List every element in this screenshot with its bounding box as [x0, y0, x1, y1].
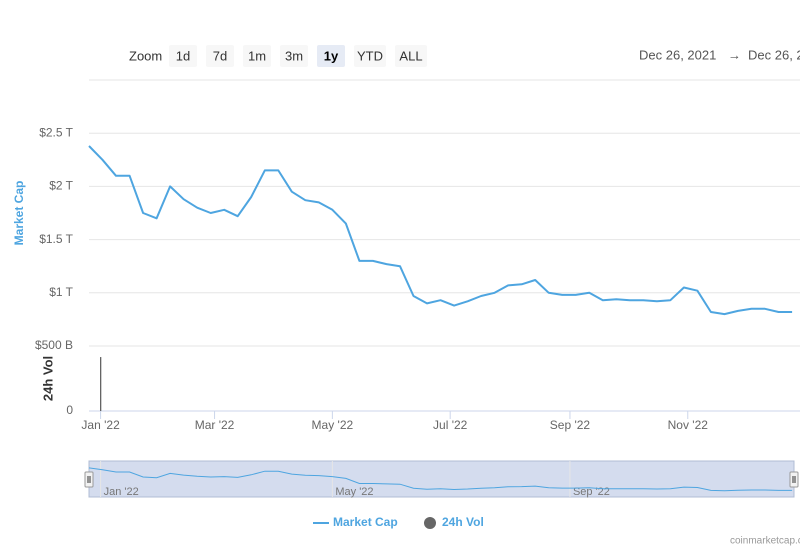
- zoom-button[interactable]: [169, 45, 197, 67]
- legend-symbol[interactable]: [424, 517, 436, 529]
- range-arrow: →: [728, 47, 741, 62]
- navigator-handle[interactable]: [789, 471, 799, 488]
- zoom-label: Zoom: [129, 48, 162, 63]
- zoom-button-label[interactable]: 7d: [213, 48, 227, 63]
- zoom-button[interactable]: [395, 45, 427, 67]
- x-tick-label: Sep '22: [550, 418, 591, 432]
- x-tick-label: Nov '22: [668, 418, 709, 432]
- zoom-button-label[interactable]: ALL: [399, 48, 422, 63]
- zoom-button[interactable]: [280, 45, 308, 67]
- x-tick-label: Jan '22: [81, 418, 120, 432]
- y-axis-title: 24h Vol: [40, 356, 55, 401]
- navigator-handle[interactable]: [84, 471, 94, 488]
- y-tick-label: $2.5 T: [39, 125, 73, 139]
- volume-bar: [100, 357, 102, 411]
- x-tick-label: Jul '22: [433, 418, 468, 432]
- market-cap-line: [88, 145, 793, 316]
- zoom-button-label[interactable]: 1y: [324, 48, 339, 63]
- zoom-button[interactable]: [243, 45, 271, 67]
- y-tick-label: $2 T: [49, 179, 73, 193]
- navigator-line: [88, 467, 793, 492]
- legend-label[interactable]: 24h Vol: [442, 515, 484, 529]
- zoom-button[interactable]: [206, 45, 234, 67]
- y-tick-label: $1 T: [49, 285, 73, 299]
- x-tick-label: Mar '22: [195, 418, 235, 432]
- navigator-label: Jan '22: [104, 486, 139, 498]
- y-tick-label: $1.5 T: [39, 232, 73, 246]
- y-tick-label: $500 B: [35, 338, 73, 352]
- range-from[interactable]: Dec 26, 2021: [639, 47, 716, 62]
- zoom-button[interactable]: [317, 45, 345, 67]
- navigator-background: [88, 460, 795, 498]
- zoom-button[interactable]: [354, 45, 386, 67]
- zoom-button-label[interactable]: 1d: [176, 48, 190, 63]
- range-to[interactable]: Dec 26, 2022: [748, 47, 800, 62]
- navigator-label: May '22: [335, 486, 373, 498]
- zoom-button-label[interactable]: YTD: [357, 48, 383, 63]
- y-tick-label: 0: [66, 403, 73, 417]
- credit: coinmarketcap.com: [730, 536, 800, 547]
- zoom-button-label[interactable]: 3m: [285, 48, 303, 63]
- legend-label[interactable]: Market Cap: [333, 515, 398, 529]
- y-axis-title: Market Cap: [12, 181, 26, 246]
- zoom-button-label[interactable]: 1m: [248, 48, 266, 63]
- x-tick-label: May '22: [312, 418, 354, 432]
